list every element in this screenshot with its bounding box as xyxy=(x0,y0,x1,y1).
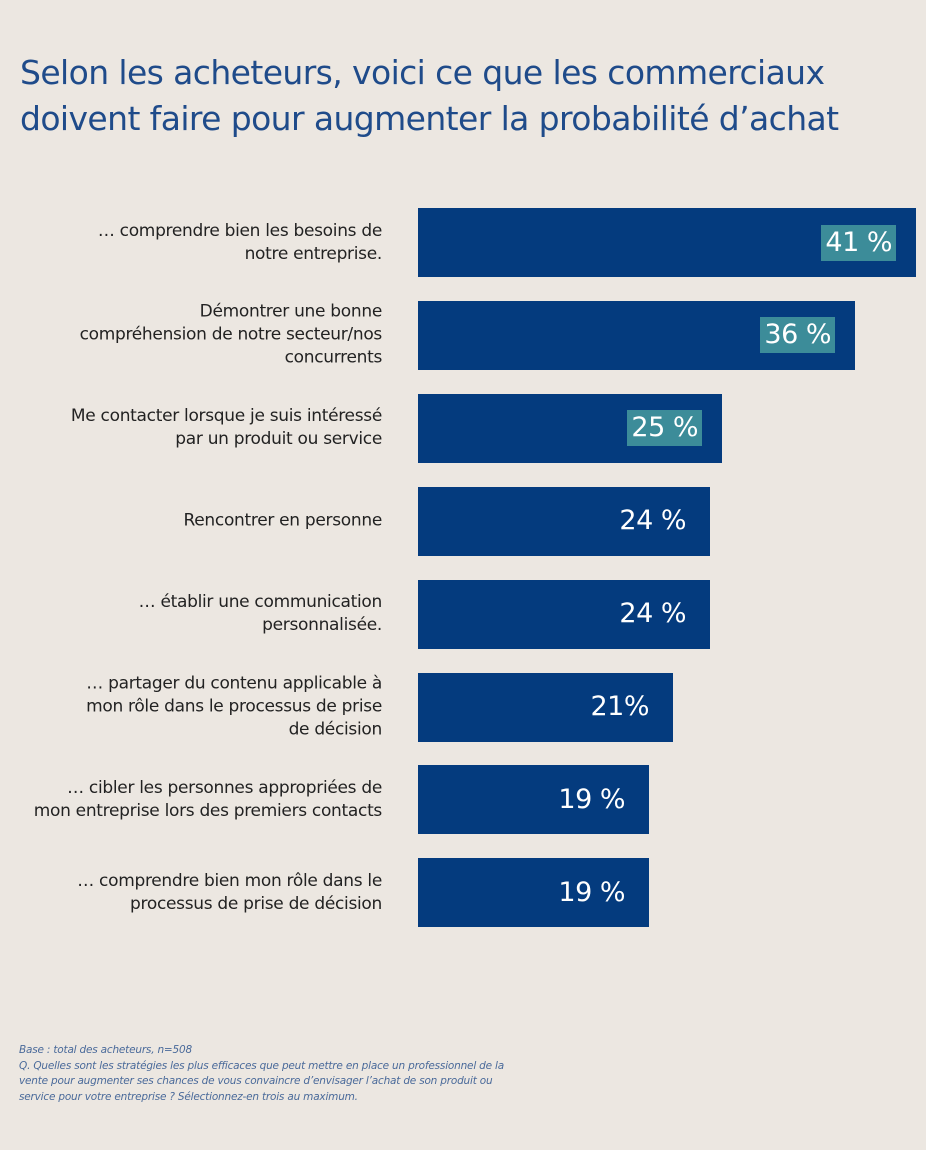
category-label-line: … partager du contenu applicable à xyxy=(86,673,382,694)
chart-title-line-2: doivent faire pour augmenter la probabil… xyxy=(20,99,839,138)
category-label-line: notre entreprise. xyxy=(244,243,383,264)
footnote-line-2: Q. Quelles sont les stratégies les plus … xyxy=(19,1059,504,1072)
category-label: … comprendre bien mon rôle dans le proces… xyxy=(0,870,382,916)
bar-value-label: 21% xyxy=(590,691,649,722)
bar-value-label: 24 % xyxy=(619,505,686,537)
category-label: … cibler les personnes appropriées de mon… xyxy=(0,777,383,823)
bar-value-label: 25 % xyxy=(627,410,702,447)
bar-value-label: 24 % xyxy=(619,598,686,630)
category-label-line: de décision xyxy=(288,719,383,740)
footnote-line-3: vente pour augmenter ses chances de vous… xyxy=(19,1075,493,1087)
bar-value-label: 36 % xyxy=(760,317,835,354)
category-label: … partager du contenu applicable à mon rô… xyxy=(0,673,382,742)
footnote-line-4: service pour votre entreprise ? Sélectio… xyxy=(19,1090,358,1103)
category-label-line: … cibler les personnes appropriées de xyxy=(67,777,382,798)
category-label-line: concurrents xyxy=(284,347,383,368)
category-label: Me contacter lorsque je suis intéressé pa… xyxy=(0,405,382,451)
category-label-line: … établir une communication xyxy=(138,592,383,613)
category-label-line: Me contacter lorsque je suis intéressé xyxy=(70,406,382,427)
bar: 36 % xyxy=(418,300,855,370)
bar: 41 % xyxy=(418,208,916,277)
chart-title: Selon les acheteurs, voici ce que les co… xyxy=(20,50,910,142)
bar: 25 % xyxy=(418,393,722,463)
category-label: … comprendre bien les besoins de notre en… xyxy=(0,220,382,266)
bar-value-label: 41 % xyxy=(821,224,896,261)
bar: 24 % xyxy=(418,486,710,556)
category-label: Rencontrer en personne xyxy=(0,510,383,533)
category-label-line: par un produit ou service xyxy=(175,429,382,450)
category-label-line: mon entreprise lors des premiers contact… xyxy=(33,800,383,821)
bar-chart: … comprendre bien les besoins de notre en… xyxy=(0,208,916,928)
bar: 19 % xyxy=(418,765,649,835)
bar-value-label: 19 % xyxy=(558,783,625,815)
category-label-line: … comprendre bien les besoins de xyxy=(97,220,382,241)
category-label-line: … comprendre bien mon rôle dans le xyxy=(77,870,382,891)
category-label-line: processus de prise de décision xyxy=(130,893,382,914)
bar: 21% xyxy=(418,672,673,742)
bar-value-label: 19 % xyxy=(558,876,625,908)
category-label: … établir une communication personnalisée… xyxy=(0,591,383,637)
category-label-line: personnalisée. xyxy=(262,615,382,636)
category-label-line: mon rôle dans le processus de prise xyxy=(86,696,382,717)
category-label-line: compréhension de notre secteur/nos xyxy=(79,324,383,345)
category-label-line: Rencontrer en personne xyxy=(183,510,383,531)
footnote-line-1: Base : total des acheteurs, n=508 xyxy=(19,1044,192,1056)
category-label: Démontrer une bonne compréhension de notr… xyxy=(0,301,383,370)
bar: 24 % xyxy=(418,579,710,649)
category-label-line: Démontrer une bonne xyxy=(199,301,383,322)
bar: 19 % xyxy=(418,858,649,928)
footnote: Base : total des acheteurs, n=508 Q. Que… xyxy=(19,1043,579,1105)
chart-title-line-1: Selon les acheteurs, voici ce que les co… xyxy=(20,53,825,92)
